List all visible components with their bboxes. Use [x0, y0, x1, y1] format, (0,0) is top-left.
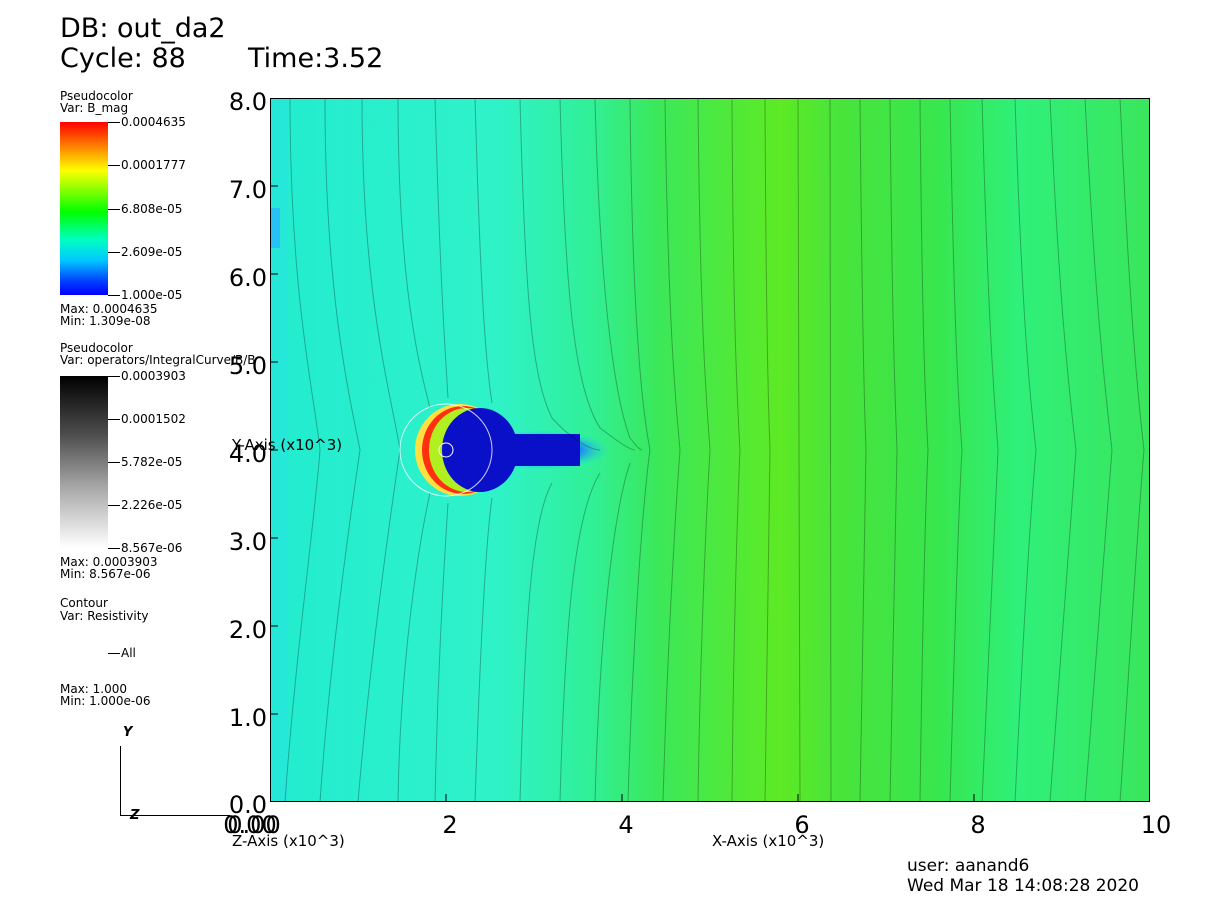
legend1-max: Max: 0.0004635: [60, 302, 158, 316]
x-axis-title: X-Axis (x10^3): [712, 832, 825, 850]
z-axis-title: Z-Axis (x10^3): [232, 832, 345, 850]
y-tick-label: 6.0: [228, 264, 267, 292]
body-center: [438, 442, 454, 458]
left-edge-spot: [270, 208, 280, 248]
y-minor-ticks: [270, 185, 278, 715]
legend2-tick: 8.567e-06: [108, 542, 182, 554]
x-tick-label: 6: [794, 811, 810, 839]
legend1-color-bar: [60, 122, 108, 295]
triad-z-line: [120, 815, 230, 816]
legend3-var: Var: Resistivity: [60, 609, 149, 623]
legend2-gray-bar: [60, 376, 108, 548]
legend1-plot-type: Pseudocolor: [60, 89, 133, 103]
triad-z-label: Z: [130, 808, 140, 823]
legend1-tick: 0.0001777: [108, 159, 186, 171]
legend1-var: Var: B_mag: [60, 101, 129, 115]
y-tick-label: 7.0: [228, 176, 267, 204]
triad-y-line: [120, 746, 121, 816]
x-tick-label: 8: [970, 811, 986, 839]
y-tick-label: 4.0: [228, 440, 267, 468]
legend2-min: Min: 8.567e-06: [60, 567, 151, 581]
legend3-plot-type: Contour: [60, 596, 108, 610]
y-tick-label: 0.0: [228, 791, 267, 819]
legend1-tick: 6.808e-05: [108, 203, 182, 215]
legend2-tick: 5.782e-05: [108, 456, 182, 468]
legend2-tick: 0.0001502: [108, 413, 186, 425]
x-tick-label: 0.00: [223, 811, 277, 839]
triad-y-label: Y: [123, 725, 133, 740]
legend2-var: Var: operators/IntegralCurve/B/B: [60, 353, 256, 367]
legend1-tick: 1.000e-05: [108, 289, 182, 301]
y-axis-title: Y-Axis (x10^3): [232, 436, 343, 454]
x-tick-label: 2: [442, 811, 458, 839]
legend3-min: Min: 1.000e-06: [60, 694, 151, 708]
legend2-tick: 0.0003903: [108, 370, 186, 382]
legend2-tick: 2.226e-05: [108, 499, 182, 511]
z-tick-label: 0.00: [227, 811, 281, 839]
date-label: Wed Mar 18 14:08:28 2020: [907, 876, 1139, 896]
database-title: DB: out_da2: [60, 13, 226, 44]
legend1-tick: 0.0004635: [108, 116, 186, 128]
time-label: Time:3.52: [248, 43, 384, 74]
x-tick-label: 4: [618, 811, 634, 839]
legend3-entry: All: [108, 647, 136, 660]
legend2-plot-type: Pseudocolor: [60, 341, 133, 355]
y-tick-label: 3.0: [228, 528, 267, 556]
legend2-max: Max: 0.0003903: [60, 555, 158, 569]
x-tick-label: 10: [1140, 811, 1172, 839]
pseudocolor-plot: [270, 98, 1150, 802]
x-minor-ticks: [445, 794, 975, 802]
legend1-min: Min: 1.309e-08: [60, 314, 151, 328]
core-tail: [480, 434, 580, 466]
y-tick-label: 8.0: [228, 88, 267, 116]
y-tick-label: 1.0: [228, 704, 267, 732]
legend1-tick: 2.609e-05: [108, 246, 182, 258]
user-label: user: aanand6: [907, 856, 1030, 876]
body-outline: [399, 403, 493, 497]
y-tick-label: 2.0: [228, 616, 267, 644]
y-tick-label: 5.0: [228, 352, 267, 380]
legend3-max: Max: 1.000: [60, 682, 128, 696]
cycle-label: Cycle: 88: [60, 43, 186, 74]
